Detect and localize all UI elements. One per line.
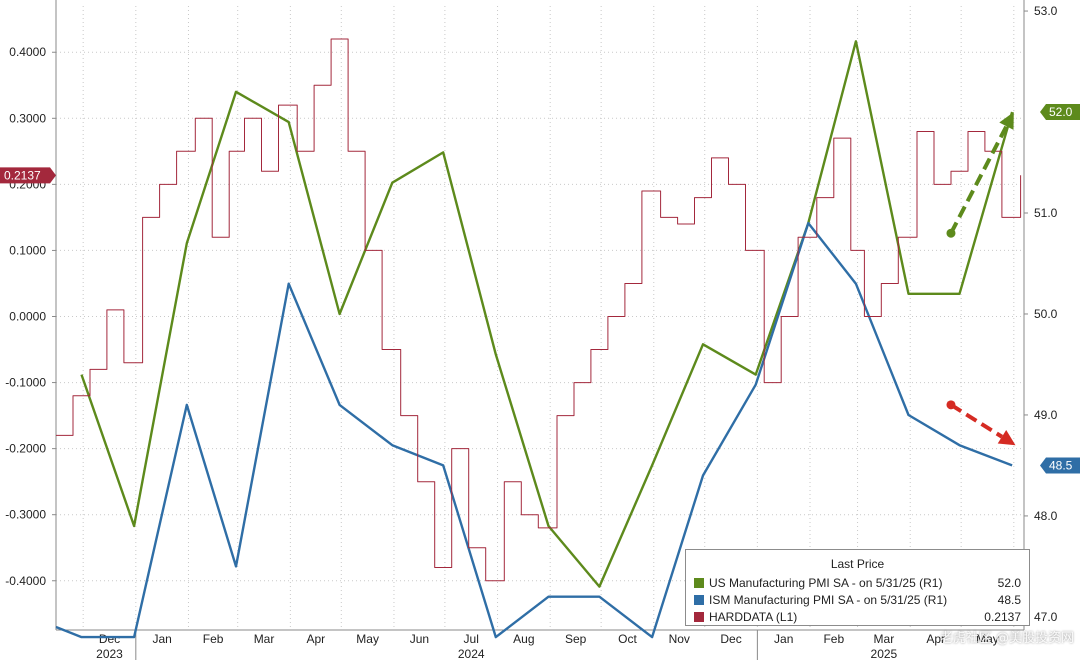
year-tick-label: 2023 [96,647,123,660]
last-value-tag-ism-pmi-bg [1040,457,1080,474]
month-tick-label: Feb [823,632,844,646]
left-tick-label: -0.4000 [5,574,46,588]
left-tick-label: 0.1000 [9,243,46,257]
last-value-tag-ism-pmi-text: 48.5 [1049,458,1073,472]
right-tick-label: 53.0 [1034,4,1058,18]
month-tick-label: Jan [152,632,171,646]
month-tick-label: Sep [565,632,587,646]
month-tick-label: Dec [99,632,120,646]
month-tick-label: Nov [669,632,690,646]
month-tick-label: Jul [464,632,479,646]
left-tick-label: -0.2000 [5,442,46,456]
axis-layer: 0.40000.30000.20000.10000.0000-0.1000-0.… [5,0,1058,660]
legend-label-us-pmi: US Manufacturing PMI SA - on 5/31/25 (R1… [709,576,943,590]
watermark: 老虎社区 @美股投资网 [939,631,1074,646]
month-tick-label: Aug [513,632,534,646]
left-tick-label: -0.3000 [5,508,46,522]
legend-label-harddata: HARDDATA (L1) [709,610,798,624]
grid-layer [56,6,1024,630]
month-tick-label: Dec [720,632,741,646]
series-line-ism-manufacturing-pmi-sa [55,221,1013,639]
month-tick-label: May [356,632,379,646]
month-tick-label: Apr [306,632,325,646]
annotation-arrow-shaft [949,125,1009,235]
annotation-arrow-shaft [949,403,1004,439]
year-tick-label: 2024 [458,647,485,660]
right-tick-label: 51.0 [1034,206,1058,220]
legend-label-ism-pmi: ISM Manufacturing PMI SA - on 5/31/25 (R… [709,593,948,607]
series-line-harddata [56,38,1022,582]
legend-value-us-pmi: 52.0 [997,576,1021,590]
left-tick-label: 0.4000 [9,45,46,59]
last-value-tag-us-pmi: 52.0 [1040,104,1080,121]
month-tick-label: Mar [874,632,895,646]
last-value-tag-harddata-bg [0,167,56,184]
legend-value-ism-pmi: 48.5 [997,593,1021,607]
last-value-tag-ism-pmi: 48.5 [1040,457,1080,474]
left-tick-label: -0.1000 [5,376,46,390]
right-tick-label: 50.0 [1034,307,1058,321]
last-value-tag-harddata: 0.2137 [0,167,56,184]
right-tick-label: 47.0 [1034,610,1058,624]
legend-value-harddata: 0.2137 [984,610,1021,624]
month-tick-label: Jan [774,632,793,646]
month-tick-label: Jun [410,632,429,646]
right-tick-label: 49.0 [1034,408,1058,422]
legend-swatch-us-pmi [694,578,704,588]
year-tick-label: 2025 [871,647,898,660]
series-line-us-manufacturing-pmi-sa [80,40,1014,588]
legend-entry-harddata: HARDDATA (L1) 0.2137 [694,609,1021,625]
left-tick-label: 0.3000 [9,111,46,125]
month-tick-label: May [976,632,999,646]
legend-title: Last Price [830,557,885,571]
chart-legend: Last Price US Manufacturing PMI SA - on … [685,549,1030,626]
legend-entry-us-pmi: US Manufacturing PMI SA - on 5/31/25 (R1… [694,575,1021,591]
month-tick-label: Oct [618,632,637,646]
month-tick-label: Mar [254,632,275,646]
annotation-arrow-head [999,112,1014,130]
last-value-tag-harddata-text: 0.2137 [4,168,41,182]
last-value-tag-us-pmi-text: 52.0 [1049,105,1073,119]
last-value-tag-us-pmi-bg [1040,104,1080,121]
legend-swatch-ism-pmi [694,595,704,605]
left-tick-label: 0.0000 [9,310,46,324]
legend-entry-ism-pmi: ISM Manufacturing PMI SA - on 5/31/25 (R… [694,592,1021,608]
series-layer [55,38,1022,639]
month-tick-label: Feb [203,632,224,646]
annotation-layer [946,112,1016,446]
label-layer: 0.2137 52.0 48.5 [0,104,1080,474]
month-tick-label: Apr [926,632,945,646]
annotation-arrow-head [997,430,1016,446]
right-tick-label: 48.0 [1034,509,1058,523]
legend-swatch-harddata [694,612,704,622]
